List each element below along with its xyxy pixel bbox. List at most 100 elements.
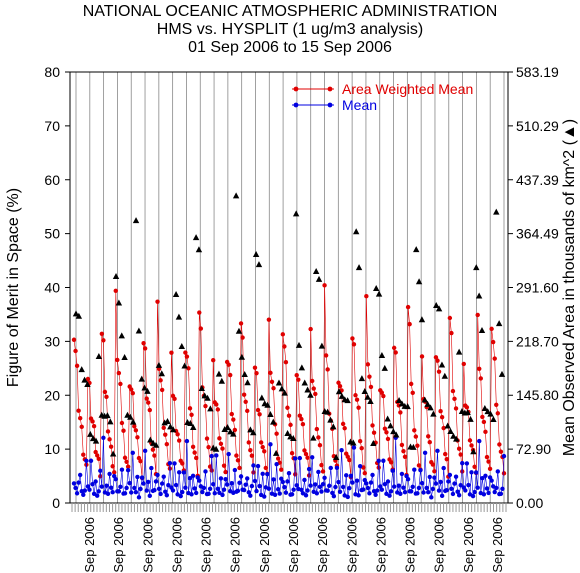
x-tick-label: Sep 2006 (490, 517, 505, 573)
point-area-weighted-mean (255, 407, 261, 413)
point-area-weighted-mean (413, 434, 419, 439)
point-observed-area (115, 299, 123, 306)
point-mean (498, 491, 504, 496)
point-observed-area (447, 427, 454, 434)
point-observed-area (441, 372, 449, 379)
point-area-weighted-mean (419, 354, 425, 359)
point-observed-area (72, 310, 80, 317)
point-observed-area (415, 278, 423, 285)
point-mean (370, 472, 375, 478)
point-mean (211, 482, 216, 487)
point-observed-area (395, 397, 403, 404)
point-area-weighted-mean (105, 429, 111, 434)
point-mean (379, 487, 385, 492)
point-mean (484, 486, 490, 491)
point-area-weighted-mean (206, 444, 211, 450)
point-area-weighted-mean (132, 424, 137, 429)
point-area-weighted-mean (489, 326, 494, 332)
point-mean (265, 471, 270, 477)
point-area-weighted-mean (107, 437, 112, 442)
point-area-weighted-mean (405, 304, 411, 310)
point-mean (153, 479, 159, 484)
point-area-weighted-mean (365, 362, 371, 367)
point-area-weighted-mean (439, 414, 445, 420)
point-area-weighted-mean (102, 389, 108, 395)
point-mean (421, 490, 426, 495)
point-mean (104, 483, 109, 488)
point-area-weighted-mean (398, 410, 403, 415)
point-observed-area (430, 410, 437, 417)
point-mean (494, 485, 499, 491)
point-observed-area (164, 418, 171, 425)
point-observed-area (413, 246, 420, 253)
point-area-weighted-mean (464, 405, 470, 410)
point-mean (433, 481, 439, 486)
x-tick-label: Sep 2006 (257, 517, 272, 573)
point-mean (291, 487, 296, 492)
point-area-weighted-mean (115, 357, 120, 363)
point-observed-area (350, 439, 357, 446)
point-observed-area (204, 394, 211, 401)
point-mean (108, 485, 114, 490)
point-mean (156, 486, 162, 492)
point-mean (401, 485, 406, 490)
point-observed-area (252, 251, 260, 258)
point-mean (385, 479, 391, 484)
point-observed-area (121, 354, 128, 361)
point-mean (481, 492, 487, 497)
point-area-weighted-mean (443, 451, 448, 457)
point-area-weighted-mean (435, 358, 440, 363)
point-mean (164, 493, 170, 498)
point-mean (87, 487, 92, 492)
point-mean (183, 485, 188, 490)
point-area-weighted-mean (283, 360, 289, 365)
point-mean (282, 484, 287, 490)
y-left-axis-label: Figure of Merit in Space (%) (5, 188, 22, 387)
point-area-weighted-mean (77, 415, 83, 421)
point-observed-area (75, 312, 83, 319)
point-mean (285, 479, 290, 484)
point-area-weighted-mean (458, 452, 463, 457)
point-area-weighted-mean (478, 376, 483, 381)
x-tick-label: Sep 2006 (432, 517, 447, 573)
point-mean (280, 479, 286, 485)
point-observed-area (241, 371, 248, 378)
point-area-weighted-mean (163, 432, 168, 437)
point-mean (262, 494, 267, 499)
point-mean (415, 491, 420, 496)
point-mean (376, 458, 381, 464)
point-mean (136, 495, 142, 500)
point-observed-area (235, 327, 243, 334)
point-mean (255, 463, 261, 469)
point-area-weighted-mean (345, 454, 350, 459)
point-observed-area (493, 208, 500, 215)
point-mean (344, 473, 349, 478)
point-area-weighted-mean (93, 449, 98, 455)
point-mean (192, 486, 197, 491)
point-mean (221, 487, 227, 492)
x-tick-label: Sep 2006 (140, 517, 155, 573)
point-area-weighted-mean (124, 459, 129, 464)
point-area-weighted-mean (180, 461, 185, 466)
point-area-weighted-mean (183, 350, 188, 355)
point-mean (144, 488, 149, 493)
point-mean (362, 477, 367, 483)
point-area-weighted-mean (193, 455, 199, 461)
y-right-tick-label: 364.49 (516, 226, 559, 242)
point-mean (241, 487, 247, 493)
point-observed-area (484, 408, 491, 415)
point-observed-area (201, 392, 208, 399)
point-observed-area (435, 305, 443, 312)
point-observed-area (104, 412, 111, 419)
point-mean (235, 488, 241, 494)
legend-marker (293, 86, 299, 92)
point-observed-area (304, 386, 311, 393)
point-area-weighted-mean (258, 440, 264, 445)
point-area-weighted-mean (308, 326, 313, 332)
point-mean (193, 490, 199, 496)
point-observed-area (378, 352, 386, 359)
point-area-weighted-mean (161, 425, 166, 431)
point-observed-area (327, 416, 334, 423)
point-area-weighted-mean (408, 381, 414, 387)
point-area-weighted-mean (412, 428, 417, 433)
